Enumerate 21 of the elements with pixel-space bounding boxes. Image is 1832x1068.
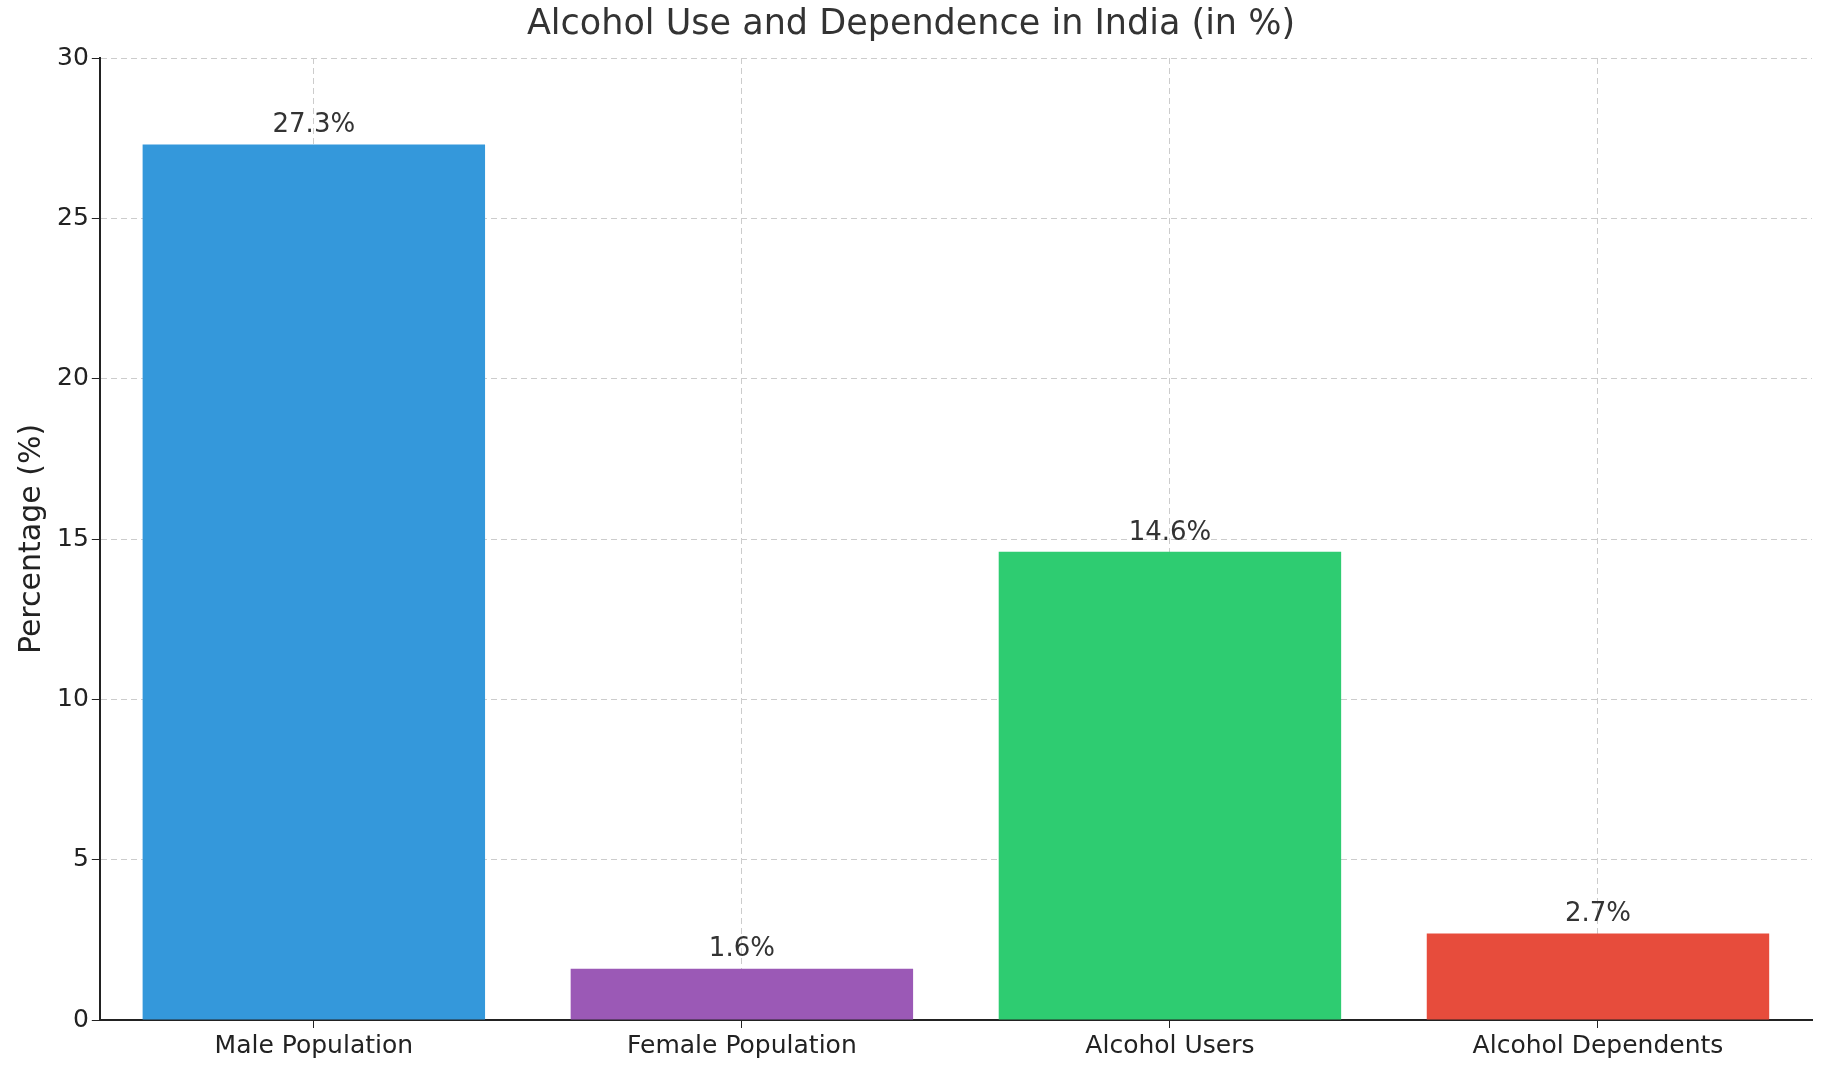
chart-title: Alcohol Use and Dependence in India (in %) — [526, 2, 1296, 43]
y-tick-label: 25 — [57, 201, 89, 231]
y-tick-label: 10 — [57, 682, 89, 712]
y-axis-title: Percentage (%) — [11, 423, 47, 655]
y-tick-label: 30 — [57, 41, 89, 71]
y-tick-label: 20 — [57, 362, 89, 392]
y-tick-label: 5 — [72, 843, 89, 873]
x-tick-label: Female Population — [627, 1029, 857, 1059]
data-label: 2.7% — [1564, 897, 1632, 928]
bar — [1426, 933, 1770, 1020]
y-tick-label: 15 — [57, 522, 89, 552]
bar — [570, 968, 914, 1020]
x-tick-label: Alcohol Users — [1085, 1029, 1255, 1059]
x-tick-label: Alcohol Dependents — [1472, 1029, 1724, 1059]
bar — [142, 144, 486, 1020]
x-tick-label: Male Population — [214, 1029, 414, 1059]
data-label: 14.6% — [1128, 515, 1212, 546]
y-tick-label: 0 — [72, 1003, 89, 1033]
data-label: 1.6% — [708, 932, 775, 963]
bar — [998, 551, 1342, 1020]
data-label: 27.3% — [272, 108, 356, 139]
